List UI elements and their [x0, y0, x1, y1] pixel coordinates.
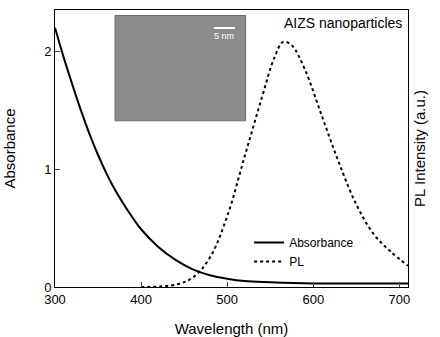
svg-text:PL Intensity (a.u.): PL Intensity (a.u.) [411, 90, 428, 207]
svg-text:2: 2 [44, 44, 51, 59]
svg-text:700: 700 [389, 292, 411, 307]
svg-text:0: 0 [44, 280, 51, 295]
svg-text:500: 500 [216, 292, 238, 307]
svg-text:1: 1 [44, 162, 51, 177]
svg-text:PL: PL [289, 255, 304, 269]
svg-text:300: 300 [44, 292, 66, 307]
svg-text:AIZS nanoparticles: AIZS nanoparticles [284, 15, 402, 31]
svg-text:Wavelength (nm): Wavelength (nm) [175, 320, 289, 337]
svg-text:600: 600 [302, 292, 324, 307]
svg-text:400: 400 [130, 292, 152, 307]
svg-text:Absorbance: Absorbance [289, 236, 353, 250]
svg-text:Absorbance: Absorbance [1, 108, 18, 188]
svg-text:5 nm: 5 nm [214, 31, 234, 41]
